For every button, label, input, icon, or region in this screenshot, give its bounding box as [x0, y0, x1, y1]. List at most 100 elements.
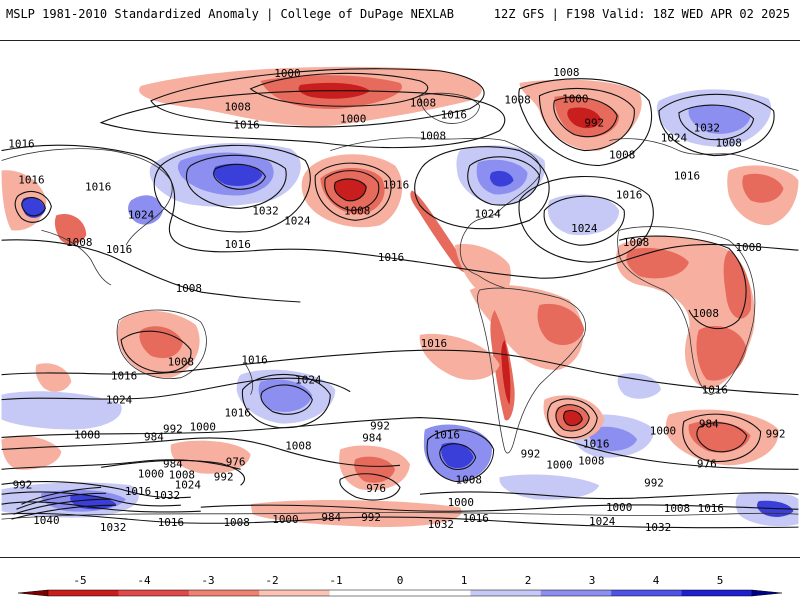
anomaly-pos-sio — [1, 391, 122, 430]
isobar-label: 1000 — [138, 467, 164, 480]
isobar-label: 1016 — [111, 370, 137, 383]
anomaly-neg-sind-core — [688, 421, 751, 453]
anomaly-neg-indian — [35, 363, 72, 392]
isobar-west-low-2 — [14, 190, 52, 223]
isobars — [1, 68, 799, 529]
isobar-satl-1016 — [426, 429, 495, 482]
isobar-label: 1016 — [421, 337, 447, 350]
isobar-label: 1008 — [664, 502, 690, 515]
isobar-ant-4 — [1, 512, 799, 529]
colorbar-tick-label: 3 — [589, 574, 596, 587]
colorbar-band — [259, 590, 331, 596]
isobar-label: 1024 — [106, 394, 133, 407]
anomaly-pos-atlantic — [547, 194, 620, 236]
isobar-label: 992 — [766, 427, 786, 440]
isobar-label: 984 — [144, 430, 164, 443]
isobar-label: 976 — [366, 482, 386, 495]
isobar-label: 1032 — [252, 204, 278, 217]
isobar-label: 976 — [697, 457, 717, 470]
isobar-west-low — [21, 197, 46, 217]
colorbar-tick-label: 2 — [525, 574, 532, 587]
isobar-label: 1000 — [274, 67, 300, 80]
anomaly-neg-spac — [419, 333, 500, 380]
isobar-label: 1032 — [428, 518, 454, 531]
anomaly-pos-namer-inner — [489, 170, 514, 187]
anomaly-pos-soc-core — [588, 426, 638, 451]
isobar-label: 1008 — [504, 94, 530, 107]
colorbar-arrow-left — [17, 589, 49, 597]
isobar-1016-belt-n — [1, 144, 799, 279]
isobar-label: 1000 — [272, 513, 298, 526]
header-bar: MSLP 1981-2010 Standardized Anomaly | Co… — [0, 0, 800, 28]
coast-antarctica — [1, 511, 799, 520]
anomaly-pos-west-edge — [21, 197, 46, 218]
coast-africa — [617, 226, 756, 396]
isobar-sind-low — [696, 422, 748, 453]
model-valid-time: 12Z GFS | F198 Valid: 18Z WED APR 02 202… — [493, 7, 790, 21]
colorbar-band — [540, 590, 612, 596]
isobar-sind-984 — [682, 413, 762, 463]
isobar-namer-1016 — [414, 146, 550, 230]
isobar-label: 1008 — [344, 204, 370, 217]
colorbar-band — [48, 590, 119, 596]
anomaly-neg-west-edge2 — [54, 214, 87, 245]
isobar-label: 1008 — [735, 241, 761, 254]
isobar-label: 976 — [226, 455, 246, 468]
anomaly-neg-andes-core — [501, 339, 511, 405]
colorbar-band — [611, 590, 683, 596]
colorbar-tick-label: -2 — [265, 574, 278, 587]
anomaly-pos-satl-core — [441, 442, 474, 469]
isobar-so-1008 — [1, 416, 799, 470]
isobar-scand-1024 — [658, 93, 775, 157]
isobar-label: 1016 — [378, 251, 404, 264]
anomaly-neg-eafrica — [723, 250, 752, 319]
isobar-label: 1032 — [645, 521, 671, 534]
colorbar-band — [681, 590, 753, 596]
isobar-label: 1016 — [224, 238, 250, 251]
isobar-label: 1016 — [441, 109, 467, 122]
anomaly-neg-soc-far — [170, 440, 251, 474]
isobar-label: 1016 — [18, 173, 44, 186]
isobar-labels: 1000 1008 1008 1008 1000 1008 1016 1000 1016 992 1… — [8, 66, 785, 534]
colorbar-tick-label: -3 — [201, 574, 214, 587]
isobar-label: 1016 — [702, 384, 728, 397]
isobar-label: 1016 — [224, 407, 250, 420]
isobar-jet-1 — [21, 486, 102, 505]
isobar-label: 1000 — [448, 496, 474, 509]
isobar-europe-1008 — [518, 78, 653, 167]
isobar-label: 984 — [321, 511, 341, 524]
isobar-npac-low-2 — [324, 170, 380, 211]
isobar-arctic-1016 — [99, 90, 506, 149]
isobar-jet-2 — [16, 492, 107, 510]
anomaly-pos-asia-inner — [213, 163, 263, 186]
isobar-label: 1008 — [66, 236, 92, 249]
isobar-satl-low-3 — [547, 398, 598, 439]
isobar-1008-aus — [120, 330, 192, 373]
isobar-label: 1000 — [340, 113, 366, 126]
mslp-anomaly-map[interactable]: 1000 1008 1008 1008 1000 1008 1016 1000 1016 992 1… — [0, 40, 800, 558]
isobar-label: 1008 — [285, 439, 311, 452]
isobar-label: 1008 — [224, 101, 250, 114]
isobar-label: 1016 — [233, 119, 259, 132]
isobar-label: 1016 — [383, 178, 409, 191]
isobar-label: 1016 — [463, 512, 489, 525]
isobar-label: 1016 — [616, 188, 642, 201]
isobar-europe-low — [553, 96, 618, 138]
isobar-ant-3 — [1, 501, 201, 513]
isobar-atlantic-1024 — [543, 195, 625, 246]
anomaly-neg-samer-core — [537, 303, 585, 346]
isobar-label: 1000 — [650, 424, 676, 437]
isobar-label: 1008 — [169, 468, 195, 481]
isobar-label: 1008 — [716, 137, 742, 150]
isobar-label: 1024 — [589, 515, 616, 528]
isobar-label: 1008 — [693, 307, 719, 320]
isobar-label: 1032 — [694, 122, 720, 135]
isobar-1024-s1 — [1, 377, 351, 401]
coast-australia — [116, 309, 207, 379]
isobar-asia-1024 — [153, 144, 311, 233]
colorbar-band — [400, 590, 471, 596]
isobar-label: 1032 — [154, 489, 180, 502]
isobar-label: 1016 — [241, 354, 267, 367]
isobar-label: 992 — [214, 470, 234, 483]
anomaly-shading — [1, 66, 799, 528]
